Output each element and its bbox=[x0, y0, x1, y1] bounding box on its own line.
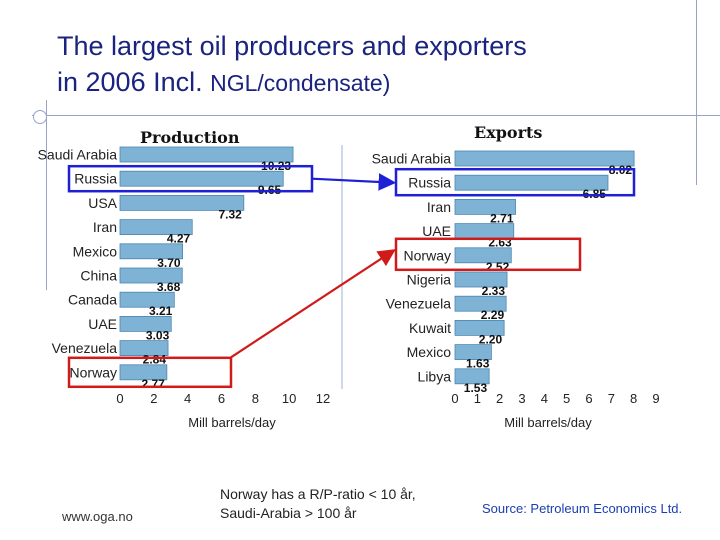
note-line-1: Norway has a R/P-ratio < 10 år, bbox=[220, 486, 416, 502]
production-category-label: Norway bbox=[70, 364, 117, 380]
exports-category-label: Nigeria bbox=[407, 272, 452, 288]
exports-chart-title: Exports bbox=[474, 123, 543, 142]
exports-category-label: Russia bbox=[408, 175, 451, 191]
website-text: www.oga.no bbox=[62, 509, 133, 524]
production-value-label: 3.03 bbox=[146, 328, 170, 342]
decor-horizontal-line bbox=[32, 115, 720, 116]
exports-value-label: 2.20 bbox=[479, 332, 503, 346]
production-bar bbox=[119, 291, 175, 308]
slide-title: The largest oil producers and exporters … bbox=[57, 28, 697, 101]
exports-tick-label: 8 bbox=[630, 391, 637, 406]
production-category-label: UAE bbox=[88, 316, 117, 332]
production-category-label: China bbox=[80, 268, 117, 284]
production-category-label: Russia bbox=[74, 171, 117, 187]
exports-category-label: Iran bbox=[427, 199, 451, 215]
norway-exports-highlight-box bbox=[394, 237, 582, 272]
decor-right-line bbox=[696, 0, 697, 185]
production-bar bbox=[119, 243, 183, 260]
production-tick-label: 12 bbox=[316, 391, 330, 406]
exports-category-label: UAE bbox=[422, 223, 451, 239]
production-tick-label: 2 bbox=[150, 391, 157, 406]
title-line-2b: NGL/condensate) bbox=[210, 70, 391, 96]
production-bar bbox=[119, 267, 183, 284]
production-bar bbox=[119, 340, 169, 357]
production-bar bbox=[119, 315, 172, 332]
production-tick-label: 4 bbox=[184, 391, 191, 406]
production-tick-label: 8 bbox=[252, 391, 259, 406]
exports-tick-label: 3 bbox=[518, 391, 525, 406]
production-value-label: 4.27 bbox=[167, 232, 191, 246]
production-chart-title: Production bbox=[140, 128, 240, 147]
exports-bar bbox=[454, 271, 508, 288]
exports-category-label: Norway bbox=[404, 247, 451, 263]
production-category-label: Venezuela bbox=[52, 340, 118, 356]
exports-category-label: Kuwait bbox=[409, 320, 451, 336]
title-line-2a: in 2006 Incl. bbox=[57, 67, 211, 97]
production-category-label: Canada bbox=[68, 292, 117, 308]
exports-tick-label: 4 bbox=[541, 391, 548, 406]
exports-tick-label: 7 bbox=[608, 391, 615, 406]
production-category-label: Mexico bbox=[73, 243, 118, 259]
exports-tick-label: 1 bbox=[474, 391, 481, 406]
exports-value-label: 2.33 bbox=[482, 284, 506, 298]
exports-category-label: Venezuela bbox=[386, 296, 452, 312]
exports-value-label: 2.71 bbox=[490, 211, 514, 225]
exports-bar bbox=[454, 174, 609, 191]
norway-production-highlight-box bbox=[67, 356, 233, 389]
production-category-label: Iran bbox=[93, 219, 117, 235]
exports-category-label: Saudi Arabia bbox=[372, 151, 452, 167]
exports-bar bbox=[454, 150, 635, 167]
exports-value-label: 2.29 bbox=[481, 308, 505, 322]
exports-bar bbox=[454, 344, 492, 361]
exports-bar bbox=[454, 295, 507, 312]
production-bar bbox=[119, 146, 294, 163]
exports-x-axis-label: Mill barrels/day bbox=[504, 415, 592, 430]
production-tick-label: 0 bbox=[116, 391, 123, 406]
exports-bar bbox=[454, 198, 516, 215]
exports-tick-label: 0 bbox=[451, 391, 458, 406]
production-bar bbox=[119, 219, 193, 236]
exports-category-label: Libya bbox=[418, 368, 452, 384]
production-value-label: 7.32 bbox=[218, 207, 242, 221]
production-value-label: 2.77 bbox=[141, 377, 165, 391]
production-value-label: 2.84 bbox=[143, 353, 167, 367]
production-tick-label: 6 bbox=[218, 391, 225, 406]
production-bar bbox=[119, 364, 168, 381]
exports-bar bbox=[454, 368, 490, 385]
decor-circle bbox=[33, 110, 47, 124]
exports-tick-label: 2 bbox=[496, 391, 503, 406]
production-value-label: 3.70 bbox=[157, 256, 181, 270]
note-text: Norway has a R/P-ratio < 10 år, Saudi-Ar… bbox=[220, 485, 416, 523]
exports-bar bbox=[454, 319, 505, 336]
source-text: Source: Petroleum Economics Ltd. bbox=[482, 501, 683, 516]
production-category-label: USA bbox=[88, 195, 117, 211]
note-line-2: Saudi-Arabia > 100 år bbox=[220, 505, 357, 521]
production-value-label: 3.68 bbox=[157, 280, 181, 294]
production-value-label: 3.21 bbox=[149, 304, 173, 318]
exports-tick-label: 5 bbox=[563, 391, 570, 406]
production-tick-label: 10 bbox=[282, 391, 296, 406]
production-bar bbox=[119, 194, 245, 211]
russia-arrow bbox=[311, 173, 397, 191]
exports-tick-label: 6 bbox=[585, 391, 592, 406]
decor-vertical-line bbox=[46, 100, 47, 290]
exports-bar bbox=[454, 247, 512, 264]
production-x-axis-label: Mill barrels/day bbox=[188, 415, 276, 430]
production-bar bbox=[119, 170, 284, 187]
norway-arrow bbox=[230, 249, 396, 359]
exports-category-label: Mexico bbox=[407, 344, 452, 360]
exports-value-label: 1.53 bbox=[464, 381, 488, 395]
exports-value-label: 1.63 bbox=[466, 357, 490, 371]
production-category-label: Saudi Arabia bbox=[38, 147, 118, 163]
title-line-1: The largest oil producers and exporters bbox=[57, 31, 527, 61]
title-line-2: in 2006 Incl. NGL/condensate) bbox=[57, 64, 697, 101]
exports-tick-label: 9 bbox=[652, 391, 659, 406]
